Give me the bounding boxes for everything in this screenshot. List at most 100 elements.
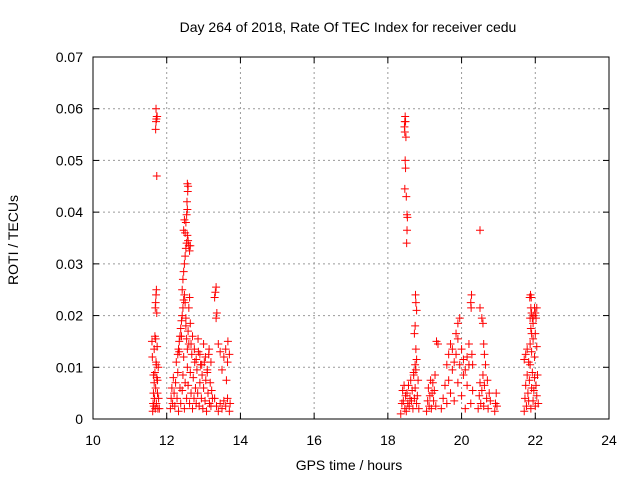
data-point: [444, 350, 453, 359]
data-point: [180, 290, 189, 299]
data-point: [153, 376, 162, 385]
data-point: [532, 391, 541, 400]
data-point: [400, 184, 409, 193]
y-tick-label: 0.02: [56, 308, 83, 324]
data-point: [520, 355, 529, 364]
data-point: [221, 345, 230, 354]
data-point: [478, 371, 487, 380]
data-point: [183, 345, 192, 354]
data-point: [178, 275, 187, 284]
data-point: [533, 371, 542, 380]
data-point: [181, 252, 190, 261]
data-point: [523, 345, 532, 354]
data-point: [480, 381, 489, 390]
data-point: [181, 321, 190, 330]
data-point: [181, 314, 190, 323]
data-point: [401, 164, 410, 173]
data-point: [189, 394, 198, 403]
data-point: [402, 407, 411, 416]
data-point: [210, 293, 219, 302]
data-point: [218, 365, 226, 374]
data-point: [531, 308, 540, 317]
data-point: [172, 358, 181, 367]
data-point: [202, 407, 211, 416]
data-point: [152, 360, 161, 369]
data-point: [464, 340, 473, 349]
x-tick-label: 10: [85, 432, 101, 448]
x-tick-label: 12: [159, 432, 175, 448]
data-point: [178, 371, 187, 380]
data-point: [523, 371, 532, 380]
data-point: [442, 360, 451, 369]
data-point: [184, 381, 193, 390]
data-point: [148, 352, 157, 361]
data-point: [212, 314, 221, 323]
data-point: [437, 404, 446, 413]
data-point: [409, 368, 418, 377]
data-point: [522, 402, 531, 411]
data-point: [223, 358, 232, 367]
data-point: [178, 386, 187, 395]
data-point: [411, 290, 420, 299]
data-point: [476, 303, 484, 312]
data-point: [479, 402, 488, 411]
data-point: [166, 404, 175, 413]
data-point: [411, 345, 420, 354]
data-point: [176, 399, 185, 408]
data-point: [225, 350, 234, 359]
data-point: [459, 371, 468, 380]
data-point: [188, 404, 197, 413]
data-point: [214, 340, 223, 349]
data-point: [211, 288, 220, 297]
data-point: [223, 394, 232, 403]
data-point: [479, 340, 488, 349]
data-point: [463, 352, 472, 361]
data-point: [527, 347, 536, 356]
data-point: [439, 394, 448, 403]
data-point: [427, 404, 436, 413]
data-point: [186, 241, 195, 250]
data-point: [468, 360, 477, 369]
y-tick-label: 0.01: [56, 359, 83, 375]
data-point: [526, 404, 535, 413]
data-point: [187, 350, 196, 359]
data-point: [396, 409, 405, 418]
data-point: [467, 303, 476, 312]
data-point: [403, 226, 412, 235]
y-axis-label: ROTI / TECUs: [5, 195, 21, 285]
data-point: [412, 355, 421, 364]
x-tick-label: 14: [233, 432, 249, 448]
data-point: [410, 329, 419, 338]
data-point: [521, 350, 530, 359]
data-point: [430, 386, 439, 395]
data-point: [450, 358, 459, 367]
data-point: [180, 404, 189, 413]
data-point: [210, 394, 219, 403]
grid-layer: [93, 57, 609, 419]
data-point: [185, 246, 194, 255]
data-point: [179, 226, 188, 235]
data-point: [184, 182, 193, 191]
data-point: [428, 378, 437, 387]
data-point: [414, 376, 423, 385]
data-point: [184, 303, 193, 312]
data-point: [527, 293, 536, 302]
data-point: [526, 314, 535, 323]
data-point: [457, 345, 466, 354]
data-point: [188, 332, 197, 341]
data-point: [455, 314, 464, 323]
data-point: [180, 215, 189, 224]
data-point: [484, 404, 493, 413]
data-point: [450, 396, 459, 405]
data-point: [151, 125, 160, 134]
data-point: [150, 345, 159, 354]
y-tick-label: 0.05: [56, 152, 83, 168]
data-point: [446, 340, 455, 349]
data-point: [476, 378, 484, 387]
data-point: [401, 133, 410, 142]
data-point: [411, 321, 420, 330]
data-point: [187, 340, 196, 349]
data-point: [446, 389, 455, 398]
x-tick-label: 24: [601, 432, 617, 448]
data-point: [448, 345, 457, 354]
